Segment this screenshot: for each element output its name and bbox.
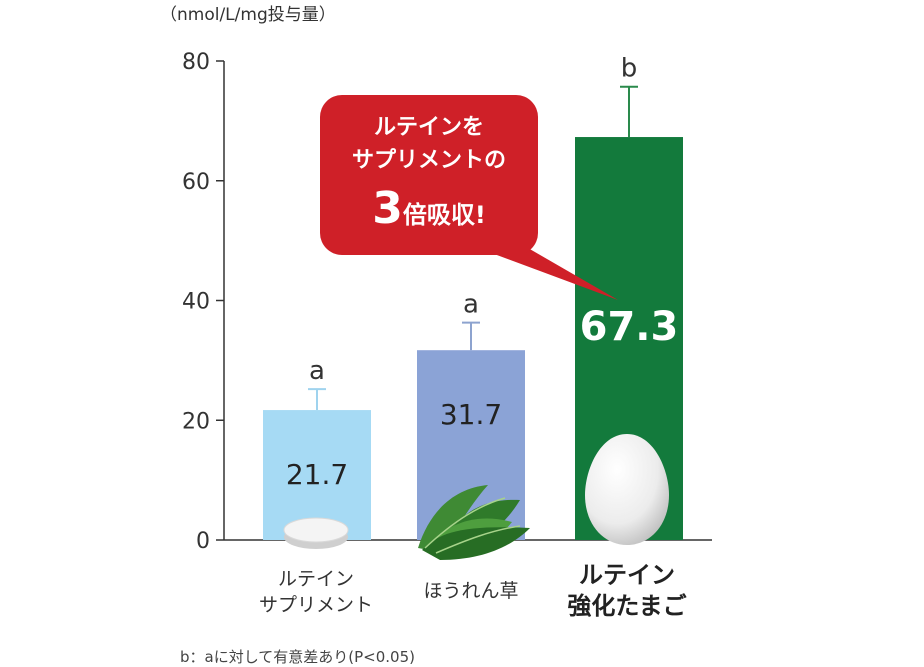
callout-text: ルテインを サプリメントの 3倍吸収!: [320, 111, 538, 234]
callout-body: [320, 95, 538, 255]
y-tick-label: 0: [196, 529, 210, 554]
x-label-egg: ルテイン 強化たまご: [555, 560, 699, 622]
callout-line-3: 3倍吸収!: [320, 183, 538, 234]
significance-letter: b: [621, 54, 638, 84]
x-label-supplement-line-1: ルテイン: [277, 568, 354, 590]
x-label-egg-line-2: 強化たまご: [567, 592, 687, 620]
significance-letter: a: [463, 290, 479, 320]
y-axis-unit-label: （nmol/L/mg投与量）: [160, 5, 336, 25]
y-tick-label: 20: [182, 409, 210, 434]
y-tick-label: 80: [182, 50, 210, 75]
egg-icon: [585, 434, 669, 545]
axis-layer: 0 20 40 60 80: [182, 50, 712, 554]
label-layer: a 21.7 a 31.7 b 67.3: [286, 54, 679, 491]
data-label: 21.7: [286, 458, 348, 491]
illustration-layer: [283, 434, 669, 560]
x-label-supplement-line-2: サプリメント: [258, 594, 373, 616]
spinach-icon: [418, 485, 530, 560]
y-tick-label: 60: [182, 170, 210, 195]
callout-multiplier: 3: [372, 183, 403, 234]
x-label-supplement: ルテイン サプリメント: [256, 566, 376, 618]
x-label-egg-line-1: ルテイン: [579, 561, 675, 589]
x-label-spinach: ほうれん草: [406, 578, 536, 604]
footnote: b：aに対して有意差あり(P<0.05): [180, 648, 415, 666]
x-label-spinach-line-1: ほうれん草: [423, 580, 519, 602]
y-tick-label: 40: [182, 290, 210, 315]
tablet-icon: [283, 517, 349, 549]
callout-line-3-rest: 倍吸収!: [402, 201, 486, 229]
callout-bubble: ルテインを サプリメントの 3倍吸収!: [320, 95, 538, 255]
data-label: 67.3: [580, 304, 679, 350]
callout-line-2: サプリメントの: [351, 148, 506, 173]
data-label: 31.7: [440, 398, 502, 431]
callout-line-1: ルテインを: [373, 115, 484, 140]
significance-letter: a: [309, 356, 325, 386]
